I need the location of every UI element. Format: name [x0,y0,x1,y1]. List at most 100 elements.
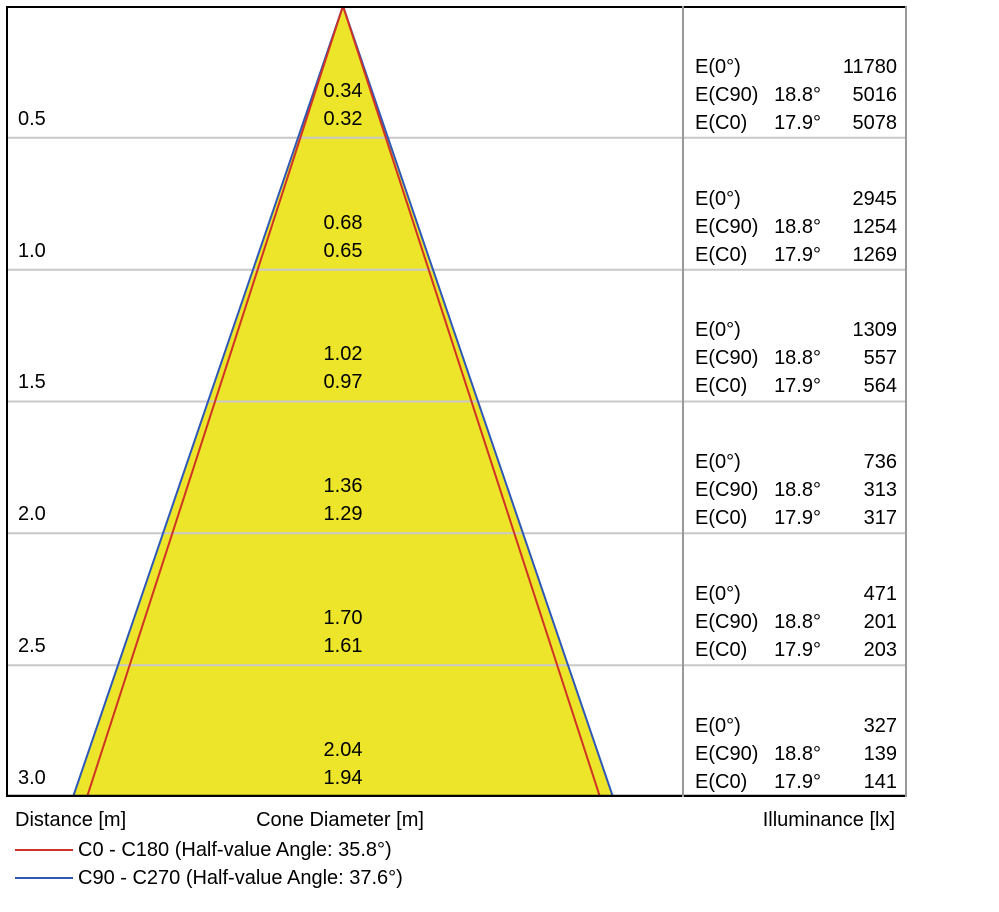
illuminance-line-e0: E(0°) 11780 [683,53,907,81]
cone-diameter-values: 1.36 1.29 [243,472,443,528]
cone-diameter-c0: 1.29 [323,503,363,526]
cone-row-1.0m: 1.0 0.68 0.65 E(0°) 2945 E(C90) 18.8° 1254 … [6,138,907,270]
illuminance-line-ec90: E(C90) 18.8° 1254 [683,213,907,241]
x-axis-label-distance: Distance [m] [15,809,127,831]
ec0-angle: 17.9° [774,243,821,266]
cone-diameter-c90: 1.36 [323,475,363,498]
axis-label-cone-diameter: Cone Diameter [m] [256,809,424,831]
ec0-label: E(C0) [695,111,748,134]
cone-diameter-c90: 0.68 [323,211,363,234]
axis-label-illuminance: Illuminance [lx] [762,809,895,831]
ec0-value: 203 [863,639,897,662]
ec0-value: 5078 [852,111,898,134]
illuminance-block: E(0°) 2945 E(C90) 18.8° 1254 E(C0) 17.9° 1269 [683,185,907,269]
illuminance-line-ec0: E(C0) 17.9° 317 [683,504,907,532]
legend-line-c0-c180 [15,849,73,851]
illuminance-line-ec90: E(C90) 18.8° 557 [683,344,907,372]
ec90-label: E(C90) [695,347,759,370]
ec90-angle: 18.8° [774,479,821,502]
cone-row-1.5m: 1.5 1.02 0.97 E(0°) 1309 E(C90) 18.8° 557 E… [6,270,907,402]
distance-label: 3.0 [18,766,46,789]
ec0-label: E(C0) [695,639,748,662]
illuminance-line-e0: E(0°) 327 [683,712,907,740]
ec0-label: E(C0) [695,375,748,398]
ec0-value: 1269 [852,243,898,266]
ec0-label: E(C0) [695,770,748,793]
illuminance-line-ec90: E(C90) 18.8° 201 [683,608,907,636]
illuminance-block: E(0°) 471 E(C90) 18.8° 201 E(C0) 17.9° 203 [683,580,907,664]
cone-row-2.0m: 2.0 1.36 1.29 E(0°) 736 E(C90) 18.8° 313 E(… [6,402,907,534]
cone-edge-c0-c180 [85,6,602,797]
cone-diameter-values: 1.70 1.61 [243,604,443,660]
ec90-angle: 18.8° [774,742,821,765]
e0-value: 736 [863,451,897,474]
cone-diameter-c0: 1.61 [323,635,363,658]
ec90-value: 1254 [852,215,898,238]
cone-diameter-c90: 0.34 [323,79,363,102]
e0-label: E(0°) [695,583,741,606]
ec0-angle: 17.9° [774,639,821,662]
illuminance-line-ec90: E(C90) 18.8° 313 [683,476,907,504]
cone-diameter-c0: 0.97 [323,371,363,394]
illuminance-block: E(0°) 736 E(C90) 18.8° 313 E(C0) 17.9° 317 [683,448,907,532]
ec90-label: E(C90) [695,611,759,634]
cone-diameter-values: 2.04 1.94 [243,736,443,792]
ec0-angle: 17.9° [774,111,821,134]
ec0-angle: 17.9° [774,375,821,398]
distance-label: 2.5 [18,635,46,658]
cone-row-0.5m: 0.5 0.34 0.32 E(0°) 11780 E(C90) 18.8° 5016… [6,6,907,138]
distance-label: 1.5 [18,371,46,394]
ec0-value: 317 [863,507,897,530]
e0-label: E(0°) [695,55,741,78]
illuminance-block: E(0°) 11780 E(C90) 18.8° 5016 E(C0) 17.9° 507… [683,53,907,137]
cone-diagram-chart: 0.5 0.34 0.32 E(0°) 11780 E(C90) 18.8° 5016… [6,6,907,797]
legend-label-c90-c270: C90 - C270 (Half-value Angle: 37.6°) [78,867,403,889]
ec90-label: E(C90) [695,83,759,106]
illuminance-line-ec0: E(C0) 17.9° 564 [683,372,907,400]
ec0-label: E(C0) [695,243,748,266]
e0-value: 11780 [842,55,897,78]
e0-value: 327 [863,714,897,737]
illuminance-line-ec0: E(C0) 17.9° 5078 [683,109,907,137]
illuminance-block: E(0°) 1309 E(C90) 18.8° 557 E(C0) 17.9° 564 [683,316,907,400]
e0-label: E(0°) [695,319,741,342]
illuminance-line-ec90: E(C90) 18.8° 139 [683,740,907,768]
cone-diameter-c90: 1.02 [323,343,363,366]
cone-diagram-svg [6,6,907,797]
ec0-value: 141 [863,770,897,793]
distance-label: 0.5 [18,107,46,130]
cone-diameter-values: 1.02 0.97 [243,340,443,396]
e0-label: E(0°) [695,714,741,737]
illuminance-line-e0: E(0°) 1309 [683,316,907,344]
cone-diameter-c90: 2.04 [323,738,363,761]
illuminance-line-ec0: E(C0) 17.9° 203 [683,636,907,664]
ec90-value: 313 [863,479,897,502]
ec90-angle: 18.8° [774,611,821,634]
cone-diameter-c0: 0.32 [323,107,363,130]
cone-diameter-c0: 0.65 [323,239,363,262]
illuminance-block: E(0°) 327 E(C90) 18.8° 139 E(C0) 17.9° 141 [683,712,907,796]
ec90-angle: 18.8° [774,347,821,370]
ec0-label: E(C0) [695,507,748,530]
cone-edge-c90-c270 [71,6,615,797]
distance-label: 2.0 [18,503,46,526]
ec90-label: E(C90) [695,479,759,502]
illuminance-line-ec0: E(C0) 17.9° 1269 [683,241,907,269]
e0-value: 471 [863,583,897,606]
cone-row-2.5m: 2.5 1.70 1.61 E(0°) 471 E(C90) 18.8° 201 E(… [6,533,907,665]
illuminance-line-ec0: E(C0) 17.9° 141 [683,768,907,796]
ec90-angle: 18.8° [774,83,821,106]
legend-line-c90-c270 [15,877,73,879]
e0-label: E(0°) [695,451,741,474]
distance-label: 1.0 [18,239,46,262]
ec0-angle: 17.9° [774,770,821,793]
cone-diameter-c0: 1.94 [323,766,363,789]
ec90-angle: 18.8° [774,215,821,238]
cone-diameter-values: 0.68 0.65 [243,209,443,265]
e0-label: E(0°) [695,187,741,210]
illuminance-line-e0: E(0°) 2945 [683,185,907,213]
ec90-value: 5016 [852,83,898,106]
legend-label-c0-c180: C0 - C180 (Half-value Angle: 35.8°) [78,839,392,861]
illuminance-line-e0: E(0°) 736 [683,448,907,476]
